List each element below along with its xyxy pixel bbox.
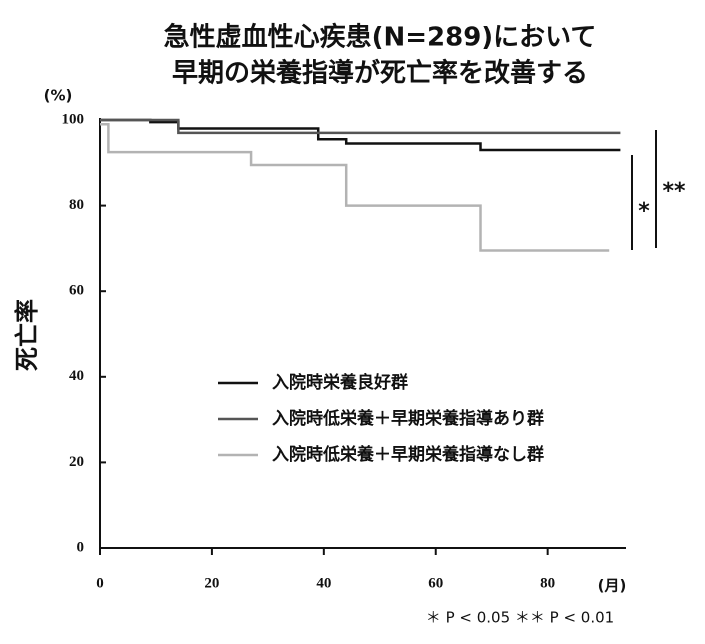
y-unit: (%): [44, 87, 73, 105]
x-tick-label: 60: [428, 575, 443, 591]
significance-mark: **: [662, 179, 686, 204]
y-tick-label: 0: [77, 539, 85, 555]
y-tick-label: 40: [69, 368, 84, 384]
legend-label: 入院時栄養良好群: [272, 372, 408, 393]
y-axis-label: 死亡率: [13, 299, 41, 371]
y-tick-label: 80: [69, 197, 84, 213]
x-tick-label: 40: [316, 575, 331, 591]
legend-label: 入院時低栄養＋早期栄養指導なし群: [272, 444, 544, 465]
y-tick-label: 100: [62, 111, 85, 127]
x-tick-label: 80: [540, 575, 555, 591]
p-value-note: ＊ P < 0.05 ＊＊ P < 0.01: [426, 609, 614, 627]
km-curve: [100, 123, 610, 252]
km-curve: [100, 118, 621, 135]
legend-label: 入院時低栄養＋早期栄養指導あり群: [272, 408, 544, 429]
y-tick-label: 20: [69, 454, 84, 470]
x-tick-label: 0: [96, 575, 104, 591]
x-unit: (月): [598, 577, 627, 595]
y-tick-label: 60: [69, 283, 84, 299]
chart-title: 早期の栄養指導が死亡率を改善する: [172, 58, 588, 89]
significance-mark: *: [638, 199, 650, 224]
x-tick-label: 20: [204, 575, 219, 591]
chart-title: 急性虚血性心疾患(N=289)において: [164, 22, 597, 53]
